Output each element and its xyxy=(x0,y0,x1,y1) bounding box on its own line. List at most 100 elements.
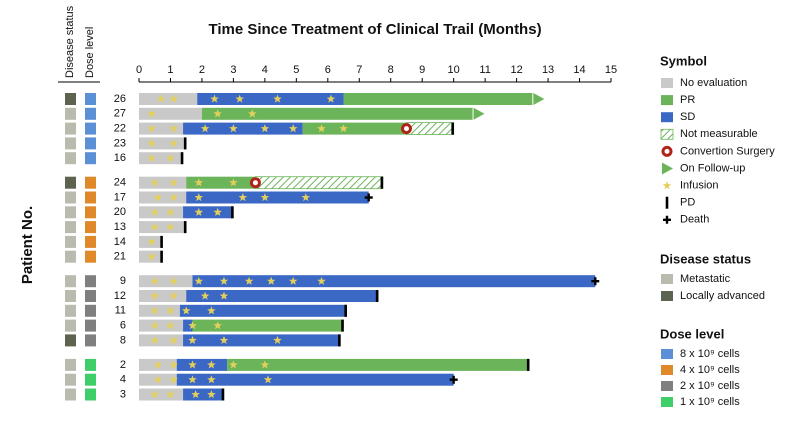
segment xyxy=(139,176,187,189)
legend-label: On Follow-up xyxy=(680,162,745,174)
infusion-star xyxy=(188,360,197,369)
infusion-star xyxy=(219,276,229,285)
disease-status-cell xyxy=(65,319,76,332)
patient-label: 6 xyxy=(120,320,126,332)
infusion-star xyxy=(229,360,238,369)
legend-title: Disease status xyxy=(660,251,751,266)
patient-label: 2 xyxy=(120,359,126,371)
infusion-star xyxy=(181,306,191,315)
disease-status-cell xyxy=(65,373,76,386)
infusion-star xyxy=(147,124,156,133)
infusion-star xyxy=(188,375,197,384)
legend-swatch xyxy=(661,78,673,88)
legend-swatch xyxy=(661,291,673,301)
legend-swatch xyxy=(662,181,672,190)
legend-label: 8 x 10⁹ cells xyxy=(680,348,740,360)
segment xyxy=(255,176,384,190)
infusion-star xyxy=(301,193,311,202)
segment xyxy=(406,122,455,135)
segment xyxy=(183,319,193,332)
segment xyxy=(183,388,224,401)
dose-level-cell xyxy=(85,152,96,165)
dose-level-cell xyxy=(85,275,96,288)
infusion-star xyxy=(169,193,178,202)
disease-status-cell xyxy=(65,304,76,317)
segment xyxy=(176,373,454,386)
legend-swatch xyxy=(661,145,673,157)
infusion-star xyxy=(147,109,156,118)
outcome-marker xyxy=(451,122,454,135)
infusion-star xyxy=(288,276,298,285)
dose-level-cell xyxy=(85,191,96,204)
legend-swatch xyxy=(661,274,673,284)
segment xyxy=(139,122,184,135)
legend-title: Symbol xyxy=(660,53,707,68)
infusion-star xyxy=(229,178,238,187)
patient-label: 23 xyxy=(114,137,126,149)
infusion-star xyxy=(210,94,219,103)
outcome-marker xyxy=(183,221,187,234)
chart-title: Time Since Treatment of Clinical Trail (… xyxy=(208,21,541,38)
outcome-marker xyxy=(160,235,163,248)
segment xyxy=(139,221,187,234)
patient-label: 22 xyxy=(114,123,126,135)
segment xyxy=(183,122,303,135)
disease-status-cell xyxy=(65,137,76,150)
disease-status-cell xyxy=(65,206,76,219)
patient-label: 21 xyxy=(114,251,126,263)
outcome-marker xyxy=(231,206,234,219)
infusion-star xyxy=(326,94,336,103)
legend-swatch xyxy=(661,95,673,106)
infusion-star xyxy=(207,360,216,369)
infusion-star xyxy=(166,207,175,216)
dose-level-cell xyxy=(85,319,96,332)
disease-status-cell xyxy=(65,358,76,371)
infusion-star xyxy=(248,109,257,118)
legend-label: 2 x 10⁹ cells xyxy=(680,380,740,392)
disease-status-cell xyxy=(65,275,76,288)
dose-level-cell xyxy=(85,358,96,371)
x-tick-label: 11 xyxy=(479,64,490,76)
patient-label: 26 xyxy=(114,93,126,105)
legend-swatch xyxy=(661,397,673,407)
x-tick-label: 6 xyxy=(325,64,331,76)
dose-level-cell xyxy=(85,235,96,248)
legend-label: Convertion Surgery xyxy=(680,145,775,157)
infusion-star xyxy=(169,276,178,285)
infusion-star xyxy=(147,138,156,147)
segment xyxy=(139,152,184,165)
infusion-star xyxy=(169,124,178,133)
infusion-star xyxy=(150,335,159,344)
x-tick-label: 9 xyxy=(419,64,425,76)
legend-label: Metastatic xyxy=(680,273,731,285)
outcome-marker xyxy=(526,358,530,371)
infusion-star xyxy=(260,193,270,202)
x-tick-label: 4 xyxy=(262,64,268,76)
infusion-star xyxy=(166,222,175,231)
infusion-star xyxy=(169,360,178,369)
dose-level-cell xyxy=(85,107,96,120)
segment xyxy=(139,137,187,150)
legend-label: Not measurable xyxy=(680,128,758,140)
infusion-star xyxy=(260,360,270,369)
y-axis-label: Patient No. xyxy=(19,206,36,284)
segment xyxy=(186,176,256,189)
infusion-star xyxy=(153,375,163,384)
infusion-star xyxy=(150,178,159,187)
disease-status-cell xyxy=(65,122,76,135)
infusion-star xyxy=(339,124,348,133)
segment xyxy=(186,191,369,204)
disease-status-cell xyxy=(65,191,76,204)
legend-swatch xyxy=(661,365,673,375)
infusion-star xyxy=(166,153,175,162)
segment xyxy=(176,358,228,371)
infusion-star xyxy=(194,276,204,285)
disease-status-cell xyxy=(65,235,76,248)
surgery-marker xyxy=(249,177,261,189)
legend-label: PR xyxy=(680,94,695,106)
legend-label: Death xyxy=(680,214,709,226)
infusion-star xyxy=(200,124,210,133)
patient-label: 16 xyxy=(114,152,126,164)
legend-swatch xyxy=(665,196,669,209)
